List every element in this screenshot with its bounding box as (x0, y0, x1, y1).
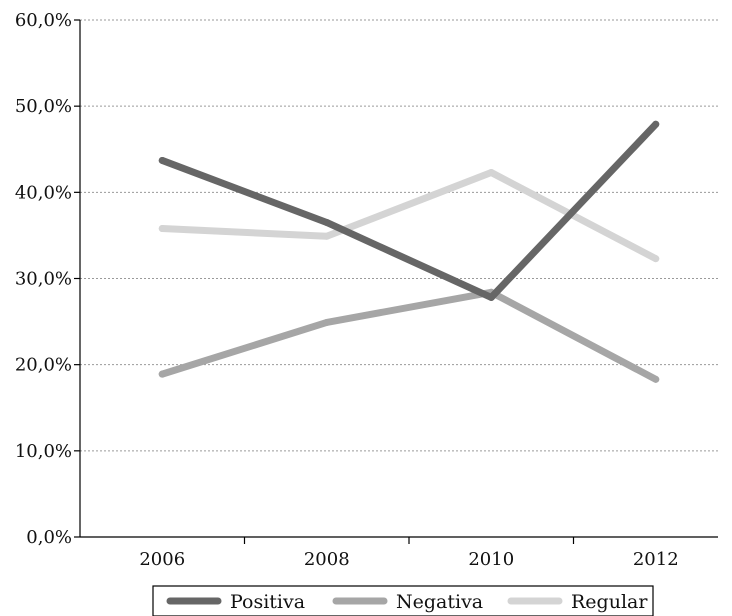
x-tick-label: 2006 (139, 549, 185, 570)
data-point-positiva (323, 218, 331, 226)
data-point-regular (487, 169, 495, 177)
y-tick-label: 20,0% (15, 355, 72, 376)
x-tick-label: 2008 (304, 549, 350, 570)
y-tick-label: 60,0% (15, 10, 72, 31)
data-point-positiva (487, 293, 495, 301)
legend-label-regular: Regular (571, 591, 648, 613)
data-point-negativa (652, 375, 660, 383)
gridlines (80, 19, 718, 452)
x-tick-label: 2010 (468, 549, 514, 570)
y-tick-label: 40,0% (15, 182, 72, 203)
legend-label-negativa: Negativa (396, 591, 483, 613)
axes (79, 20, 718, 538)
legend-label-positiva: Positiva (230, 591, 305, 613)
series-line-negativa (158, 288, 660, 383)
data-point-regular (323, 232, 331, 240)
data-point-regular (158, 225, 166, 233)
series-line-positiva (158, 120, 660, 301)
legend-box (152, 585, 654, 616)
y-tick-label: 0,0% (26, 527, 72, 548)
y-tick-label: 10,0% (15, 441, 72, 462)
y-tick-label: 50,0% (15, 96, 72, 117)
data-point-positiva (652, 120, 660, 128)
series-lines (158, 120, 660, 383)
legend: Positiva Negativa Regular (152, 585, 654, 616)
data-point-positiva (158, 156, 166, 164)
y-axis-ticks: 0,0% 10,0% 20,0% 30,0% 40,0% 50,0% 60,0% (15, 10, 80, 548)
y-tick-label: 30,0% (15, 269, 72, 290)
data-point-negativa (323, 318, 331, 326)
data-point-regular (652, 255, 660, 263)
x-axis-ticks: 2006 2008 2010 2012 (139, 537, 679, 570)
data-point-negativa (158, 370, 166, 378)
x-tick-label: 2012 (633, 549, 679, 570)
